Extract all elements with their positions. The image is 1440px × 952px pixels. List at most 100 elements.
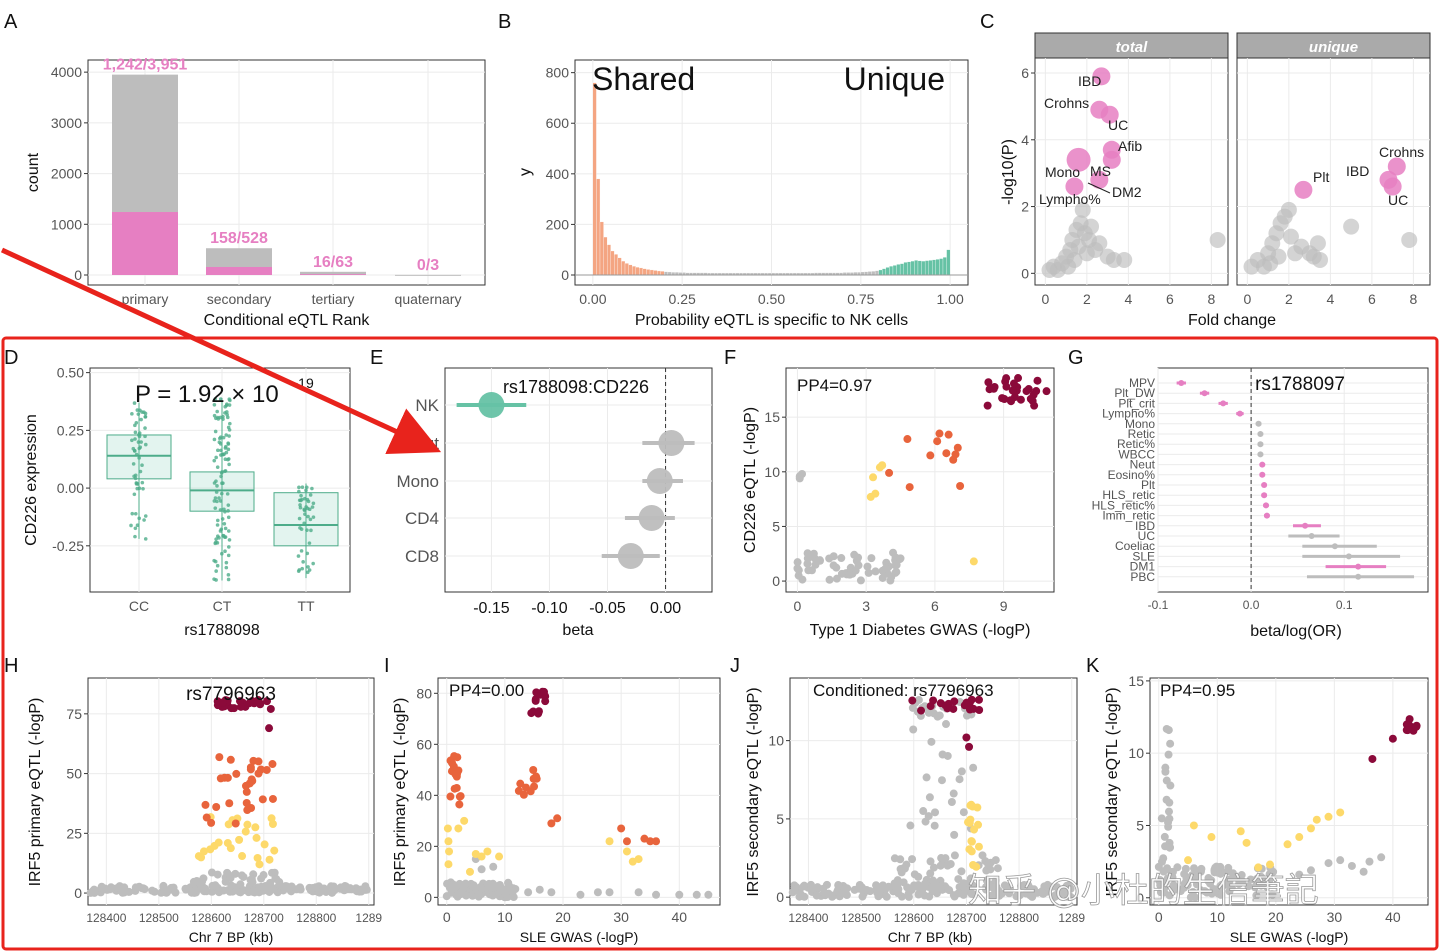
data-point	[957, 767, 966, 776]
data-point	[622, 847, 631, 856]
data-point	[455, 800, 464, 809]
data-point	[890, 854, 899, 863]
observation-point	[215, 409, 219, 414]
chart-i: 0 10 20 30 40 0 20 40 60 80 PP4=0.00 SLE GWAS (-log…	[392, 677, 721, 945]
observation-point	[311, 501, 316, 506]
data-point	[845, 570, 854, 579]
data-point	[211, 881, 220, 890]
data-point	[908, 696, 917, 705]
histogram-bar	[649, 269, 654, 276]
data-point	[878, 461, 887, 470]
observation-point	[222, 452, 226, 456]
data-point	[930, 821, 939, 830]
x-tick-label: tertiary	[312, 291, 355, 307]
observation-point	[310, 505, 315, 509]
data-point	[215, 753, 224, 762]
y-tick-label: 0	[772, 573, 780, 589]
data-point	[268, 760, 277, 769]
observation-point	[143, 414, 148, 419]
y-tick-label: 0	[1021, 265, 1029, 281]
histogram-bar	[614, 254, 619, 276]
panel-letter-e: E	[370, 347, 383, 369]
observation-point	[224, 444, 228, 449]
x-tick-label: 20	[555, 909, 571, 925]
data-point	[832, 574, 841, 583]
observation-point	[133, 430, 138, 435]
beta-point	[1263, 512, 1270, 519]
y-axis-label: IRF5 primary eQTL (-logP)	[27, 698, 44, 887]
data-point	[882, 564, 891, 573]
y-category-label: CD4	[405, 509, 439, 528]
data-point	[1020, 881, 1029, 890]
x-tick-label: 0.1	[1336, 598, 1353, 612]
data-point	[1242, 838, 1251, 847]
data-point	[871, 567, 880, 576]
observation-point	[226, 553, 231, 558]
data-point	[529, 766, 538, 775]
y-tick-label: 75	[66, 706, 82, 722]
data-point	[254, 696, 263, 705]
x-tick-label: 0.0	[1243, 598, 1260, 612]
observation-point	[130, 412, 134, 416]
data-point	[929, 863, 938, 872]
observation-point	[305, 551, 310, 556]
data-point	[1016, 395, 1025, 404]
data-point	[1283, 840, 1292, 849]
data-point	[260, 840, 269, 849]
y-tick-label: 4	[1021, 132, 1029, 148]
chart-title: rs1788097	[1255, 374, 1345, 395]
x-tick-label: 6	[931, 598, 939, 614]
x-tick-label: 8	[1409, 291, 1417, 307]
histogram-bar	[921, 260, 926, 276]
data-point	[1015, 891, 1024, 900]
observation-point	[214, 455, 218, 460]
observation-point	[308, 517, 313, 522]
data-point	[972, 862, 981, 871]
histogram-bar	[942, 257, 947, 276]
data-point	[966, 801, 975, 810]
data-point	[1165, 843, 1174, 852]
y-tick-label: 10	[768, 733, 784, 749]
data-point	[468, 882, 477, 891]
observation-point	[223, 526, 228, 531]
data-point	[272, 874, 281, 883]
point-label: MS	[1090, 163, 1111, 179]
data-point	[931, 879, 940, 888]
data-point	[322, 887, 331, 896]
x-tick-label: 20	[1268, 909, 1284, 925]
data-point	[167, 883, 176, 892]
data-point	[476, 883, 485, 892]
observation-point	[223, 549, 227, 554]
x-tick-label: 40	[1385, 909, 1401, 925]
y-category-label: CD8	[405, 547, 439, 566]
facet-label: unique	[1309, 39, 1358, 56]
data-point	[236, 880, 245, 889]
data-point	[236, 888, 245, 897]
y-tick-label: 0	[424, 889, 432, 905]
observation-point	[219, 471, 224, 475]
beta-point	[638, 505, 665, 531]
observation-point	[297, 485, 301, 490]
data-point	[1030, 885, 1039, 894]
x-tick-label: 128400	[788, 911, 828, 925]
data-point	[858, 892, 867, 901]
observation-point	[218, 499, 223, 503]
histogram-bar	[617, 257, 622, 276]
data-point	[453, 753, 462, 762]
data-point	[1268, 890, 1277, 899]
data-point	[1008, 386, 1017, 395]
observation-point	[217, 496, 221, 500]
data-point	[1165, 814, 1174, 823]
data-point	[962, 733, 971, 742]
pp4-annotation: PP4=0.97	[797, 376, 872, 395]
data-point	[243, 806, 252, 815]
data-point	[605, 888, 614, 897]
data-point	[1211, 885, 1220, 894]
data-point	[236, 702, 245, 711]
bar-label: 0/3	[417, 257, 439, 274]
observation-point	[215, 518, 220, 523]
x-axis-label: SLE GWAS (-logP)	[520, 929, 639, 945]
data-point	[495, 852, 504, 861]
data-point	[241, 827, 250, 836]
point-label: Afib	[1118, 138, 1142, 154]
